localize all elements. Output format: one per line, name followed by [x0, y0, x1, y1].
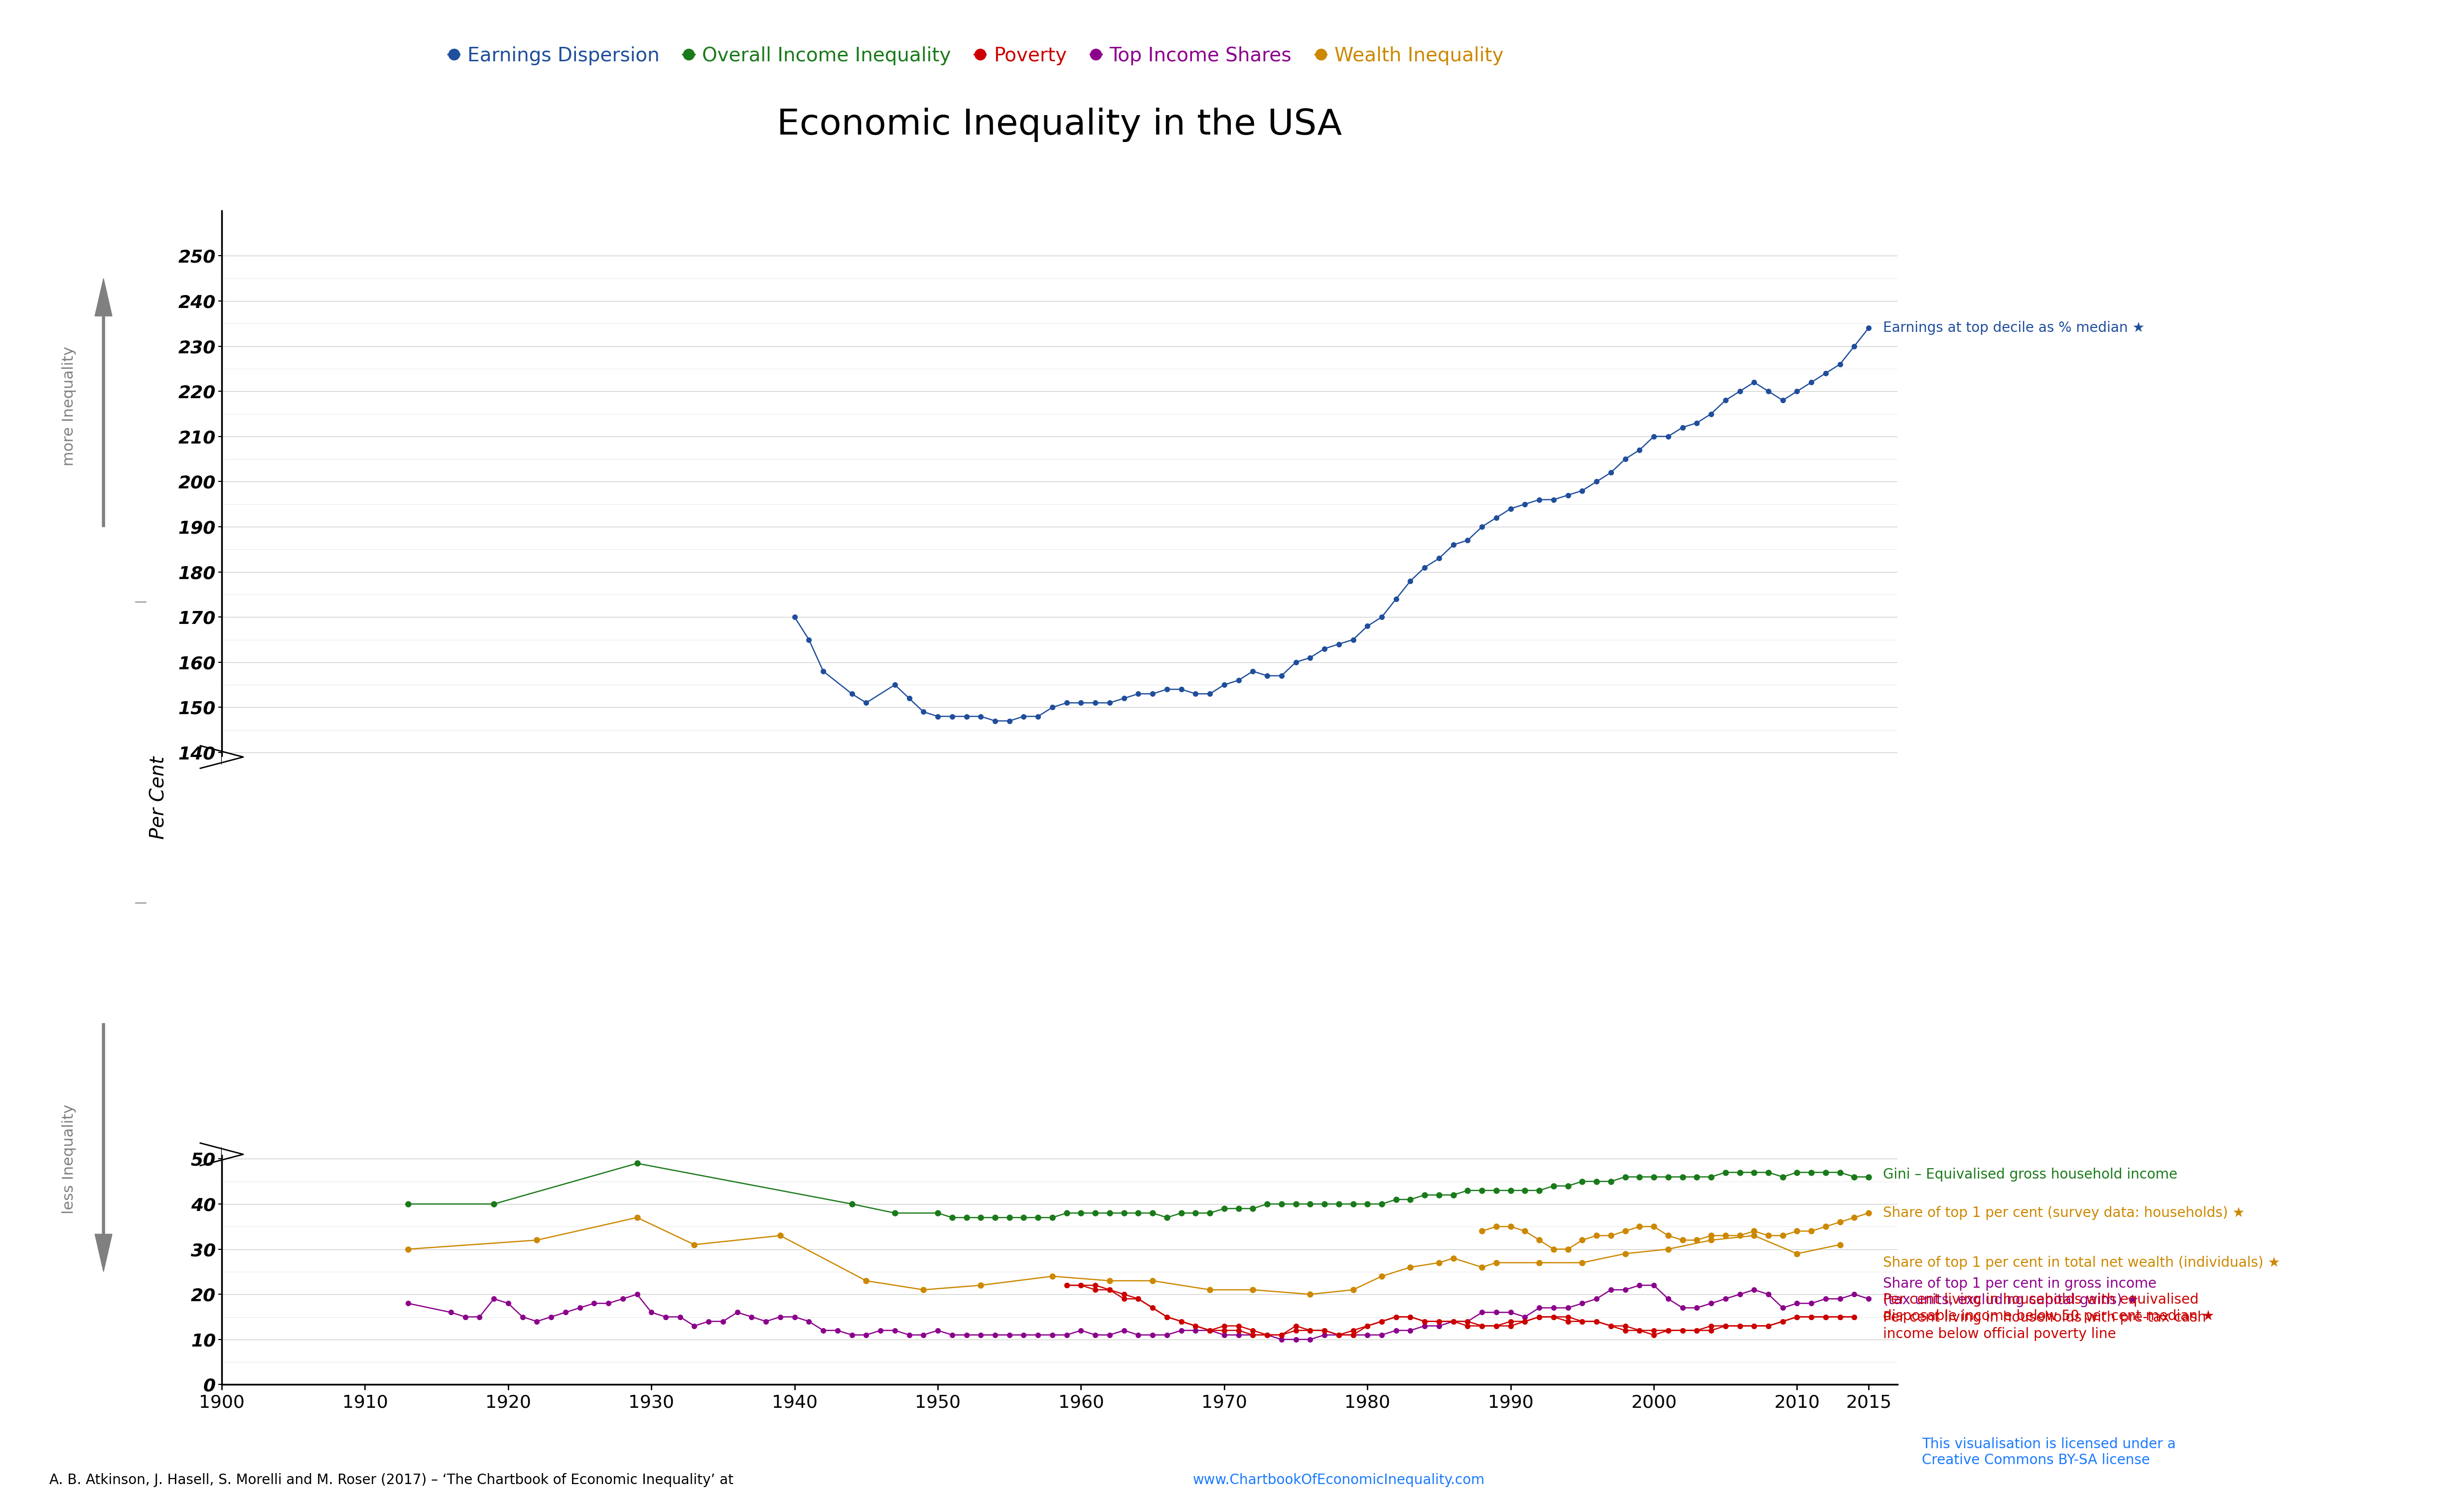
- Bar: [222, 757, 1897, 1154]
- Text: Share of top 1 per cent in gross income
(tax units, excluding capital gains) ★: Share of top 1 per cent in gross income …: [1882, 1276, 2156, 1306]
- Legend: Earnings Dispersion, Overall Income Inequality, Poverty, Top Income Shares, Weal: Earnings Dispersion, Overall Income Ineq…: [441, 39, 1510, 72]
- Text: Per cent living in households with pre-tax cash
income below official poverty li: Per cent living in households with pre-t…: [1882, 1311, 2205, 1341]
- Text: Gini – Equivalised gross household income: Gini – Equivalised gross household incom…: [1882, 1168, 2178, 1181]
- Text: Per cent living in households with equivalised
disposable income below 50 per ce: Per cent living in households with equiv…: [1882, 1293, 2215, 1323]
- Y-axis label: Per Cent: Per Cent: [148, 756, 168, 840]
- Text: more Inequality: more Inequality: [62, 346, 76, 467]
- Text: This visualisation is licensed under a
Creative Commons BY-SA license: This visualisation is licensed under a C…: [1922, 1437, 2176, 1467]
- Text: —: —: [133, 897, 148, 909]
- Title: Economic Inequality in the USA: Economic Inequality in the USA: [776, 108, 1343, 141]
- Text: Earnings at top decile as % median ★: Earnings at top decile as % median ★: [1882, 321, 2144, 336]
- Text: www.ChartbookOfEconomicInequality.com: www.ChartbookOfEconomicInequality.com: [1193, 1473, 1486, 1487]
- Text: —: —: [133, 596, 148, 608]
- Text: Share of top 1 per cent in total net wealth (individuals) ★: Share of top 1 per cent in total net wea…: [1882, 1255, 2279, 1270]
- Text: A. B. Atkinson, J. Hasell, S. Morelli and M. Roser (2017) – ‘The Chartbook of Ec: A. B. Atkinson, J. Hasell, S. Morelli an…: [49, 1473, 737, 1487]
- Text: less Inequality: less Inequality: [62, 1105, 76, 1213]
- Text: Share of top 1 per cent (survey data: households) ★: Share of top 1 per cent (survey data: ho…: [1882, 1206, 2245, 1221]
